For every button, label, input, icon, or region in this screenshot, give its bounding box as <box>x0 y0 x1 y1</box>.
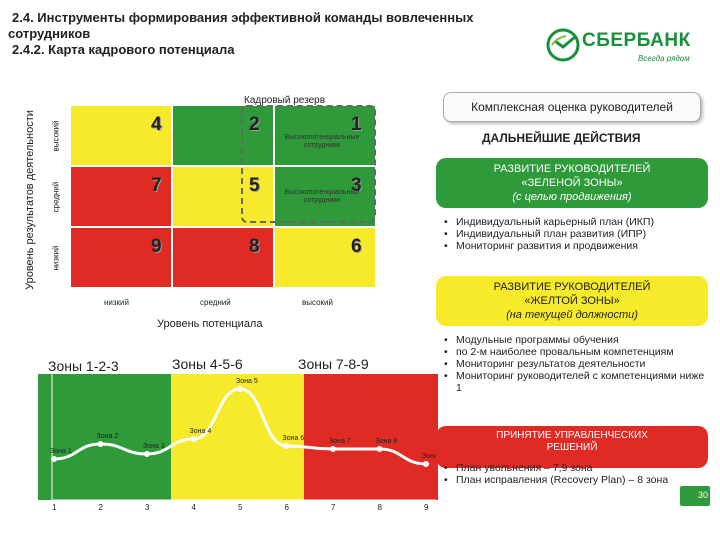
slide-title: 2.4. Инструменты формирования эффективно… <box>8 10 528 58</box>
zone-point-2 <box>97 441 104 447</box>
x-tick-7: 7 <box>331 503 336 512</box>
page-number: 30 <box>680 486 710 506</box>
zone-point-label-9: Зона 9 <box>422 453 438 460</box>
red-zone-banner: ПРИНЯТИЕ УПРАВЛЕНЧЕСКИХ РЕШЕНИЙ <box>436 426 708 468</box>
green-zone-banner: РАЗВИТИЕ РУКОВОДИТЕЛЕЙ «ЗЕЛЕНОЙ ЗОНЫ» (с… <box>436 158 708 208</box>
row-label-mid: средний <box>51 181 61 212</box>
list-item: Индивидуальный план развития (ИПР) <box>444 228 654 240</box>
zone-point-label-3: Зона 3 <box>143 443 165 450</box>
y-axis-label: Уровень результатов деятельности <box>24 110 36 290</box>
reserve-label: Кадровый резерв <box>244 95 326 106</box>
red-banner-title-2: РЕШЕНИЙ <box>546 442 598 453</box>
x-axis-label: Уровень потенциала <box>157 318 263 330</box>
zone-point-8 <box>376 446 383 452</box>
zones-distribution-chart: Зона 1 1 Зона 2 2 Зона 3 3 Зона 4 4 Зона 5 5 Зона … <box>38 374 438 512</box>
matrix-cell-9: 9 <box>70 227 172 288</box>
talent-matrix: 4 2 1 Высокопотенциальные сотрудники 7 5… <box>70 105 376 288</box>
list-item: Мониторинг результатов деятельности <box>444 358 706 370</box>
zone-point-label-7: Зона 7 <box>329 438 351 445</box>
yellow-actions-list: Модульные программы обучения по 2-м наиб… <box>444 334 706 394</box>
zones-header-1: Зоны 1-2-3 <box>48 358 119 374</box>
title-line-1: 2.4. Инструменты формирования эффективно… <box>12 10 474 25</box>
red-actions-list: План увольнения – 7,9 зона План исправле… <box>444 462 694 486</box>
col-label-high: высокий <box>302 298 333 307</box>
zone-point-6 <box>283 443 290 449</box>
col-label-mid: средний <box>200 298 231 307</box>
green-banner-title-1: РАЗВИТИЕ РУКОВОДИТЕЛЕЙ <box>493 163 651 175</box>
x-tick-8: 8 <box>378 503 383 512</box>
note-high-potential-1: Высокопотенциальные сотрудники <box>284 134 360 149</box>
list-item: по 2-м наиболее провальным компетенциям <box>444 346 706 358</box>
x-tick-5: 5 <box>238 503 243 512</box>
matrix-cell-2: 2 <box>172 105 274 166</box>
zone-point-label-4: Зона 4 <box>190 428 212 435</box>
zone-point-label-1: Зона 1 <box>50 448 72 455</box>
row-label-high: высокий <box>51 120 61 151</box>
title-line-2: сотрудников <box>8 26 91 41</box>
sberbank-logo-icon <box>546 28 580 62</box>
zone-band-red <box>304 374 438 500</box>
yellow-banner-title-2: «ЖЕЛТОЙ ЗОНЫ» <box>524 295 620 307</box>
note-high-potential-3: Высокопотенциальные сотрудники <box>284 189 360 204</box>
x-tick-2: 2 <box>99 503 104 512</box>
x-tick-9: 9 <box>424 503 429 512</box>
zone-point-5 <box>237 386 243 392</box>
reserve-highlight <box>241 105 376 223</box>
list-item: Мониторинг руководителей с компетенциями… <box>444 370 706 394</box>
x-tick-6: 6 <box>285 503 290 512</box>
logo-slogan: Всегда рядом <box>638 54 690 63</box>
x-tick-3: 3 <box>145 503 150 512</box>
list-item: Модульные программы обучения <box>444 334 706 346</box>
zone-point-7 <box>330 446 336 452</box>
zone-point-1 <box>51 456 57 462</box>
title-line-3: 2.4.2. Карта кадрового потенциала <box>12 42 235 57</box>
red-banner-title-1: ПРИНЯТИЕ УПРАВЛЕНЧЕСКИХ <box>496 430 648 441</box>
next-steps-heading: ДАЛЬНЕЙШИЕ ДЕЙСТВИЯ <box>482 131 641 145</box>
list-item: План исправления (Recovery Plan) – 8 зон… <box>444 474 694 486</box>
green-banner-title-2: «ЗЕЛЕНОЙ ЗОНЫ» <box>521 177 623 189</box>
matrix-cell-1: 1 Высокопотенциальные сотрудники <box>274 105 376 166</box>
matrix-cell-8: 8 <box>172 227 274 288</box>
assessment-box: Комплексная оценка руководителей <box>443 92 701 122</box>
zone-point-4 <box>190 436 197 442</box>
yellow-banner-sub: (на текущей должности) <box>506 309 638 321</box>
green-actions-list: Индивидуальный карьерный план (ИКП) Инди… <box>444 216 654 252</box>
matrix-cell-3: 3 Высокопотенциальные сотрудники <box>274 166 376 227</box>
x-tick-1: 1 <box>52 503 57 512</box>
matrix-cell-6: 6 <box>274 227 376 288</box>
zone-point-9 <box>423 461 429 467</box>
list-item: Мониторинг развития и продвижения <box>444 240 654 252</box>
zone-band-green <box>38 374 171 500</box>
yellow-banner-title-1: РАЗВИТИЕ РУКОВОДИТЕЛЕЙ <box>493 281 651 293</box>
matrix-cell-7: 7 <box>70 166 172 227</box>
col-label-low: низкий <box>104 298 129 307</box>
zone-point-label-2: Зона 2 <box>97 433 119 440</box>
matrix-cell-5: 5 <box>172 166 274 227</box>
x-tick-4: 4 <box>192 503 197 512</box>
list-item: План увольнения – 7,9 зона <box>444 462 694 474</box>
yellow-zone-banner: РАЗВИТИЕ РУКОВОДИТЕЛЕЙ «ЖЕЛТОЙ ЗОНЫ» (на… <box>436 276 708 326</box>
zone-point-label-5: Зона 5 <box>236 378 258 385</box>
zone-point-label-6: Зона 6 <box>283 435 305 442</box>
list-item: Индивидуальный карьерный план (ИКП) <box>444 216 654 228</box>
zones-header-2: Зоны 4-5-6 <box>172 356 243 372</box>
zones-header-3: Зоны 7-8-9 <box>298 356 369 372</box>
row-label-low: низкий <box>51 245 61 270</box>
matrix-cell-4: 4 <box>70 105 172 166</box>
green-banner-sub: (с целью продвижения) <box>512 191 632 203</box>
logo-wordmark: СБЕРБАНК <box>582 30 691 51</box>
zone-point-3 <box>144 451 150 457</box>
sberbank-logo: СБЕРБАНК Всегда рядом <box>546 26 696 70</box>
zone-point-label-8: Зона 8 <box>376 438 398 445</box>
